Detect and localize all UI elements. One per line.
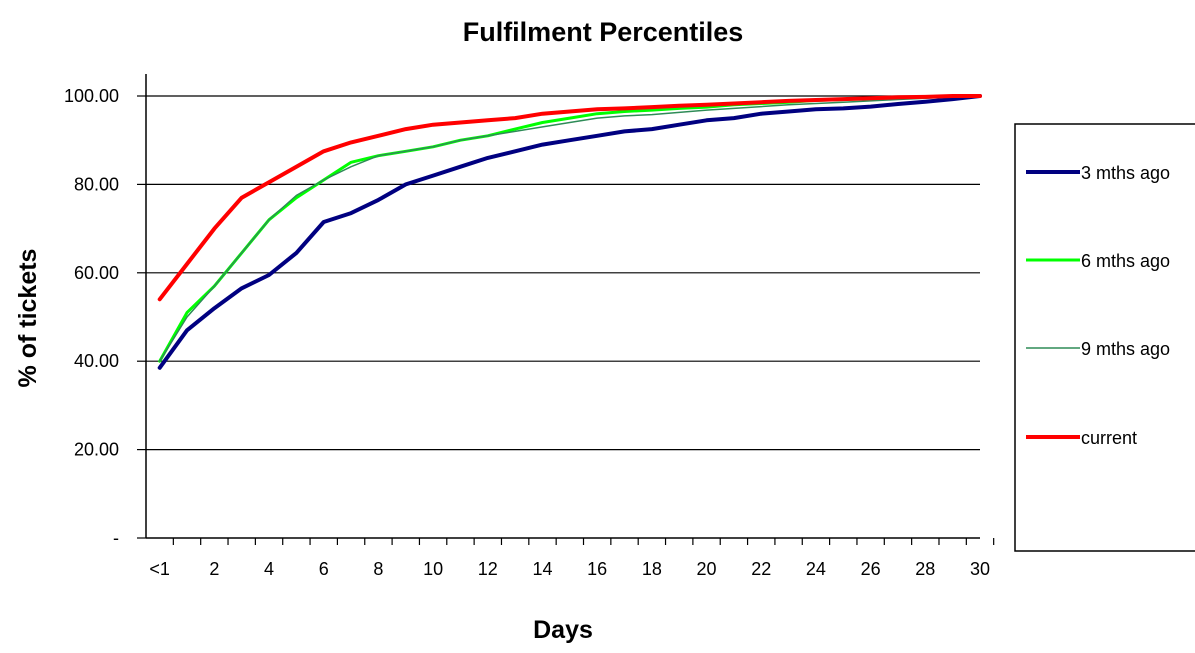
x-tick-label: 8 [373, 559, 383, 579]
chart-title: Fulfilment Percentiles [463, 17, 744, 47]
y-tick-label: 20.00 [74, 440, 119, 460]
y-axis-title: % of tickets [14, 249, 42, 388]
y-tick-label: 40.00 [74, 351, 119, 371]
y-tick-label: 60.00 [74, 263, 119, 283]
series-line-6-mths-ago [158, 94, 982, 363]
x-tick-label: 28 [915, 559, 935, 579]
axes [145, 74, 980, 539]
legend: 3 mths ago 6 mths ago 9 mths ago current [1014, 123, 1195, 552]
y-tick-label: 80.00 [74, 174, 119, 194]
legend-label: 3 mths ago [1081, 163, 1170, 183]
series-line-9-mths-ago [158, 95, 981, 362]
series-lines [157, 94, 982, 370]
legend-box [1014, 123, 1195, 552]
x-tick-label: 22 [751, 559, 771, 579]
y-tick-label: 100.00 [64, 86, 119, 106]
legend-label: current [1081, 428, 1137, 448]
x-tick-label: 16 [587, 559, 607, 579]
x-tick-label: <1 [149, 559, 170, 579]
x-tick-label: 18 [642, 559, 662, 579]
x-tick-label: 10 [423, 559, 443, 579]
x-tick-label: 14 [532, 559, 552, 579]
legend-label: 6 mths ago [1081, 251, 1170, 271]
legend-label: 9 mths ago [1081, 339, 1170, 359]
x-tick-label: 26 [861, 559, 881, 579]
x-axis-ticks: <1 2 4 6 8 10 12 14 16 18 20 22 24 26 28 30 [149, 538, 995, 579]
x-tick-label: 4 [264, 559, 274, 579]
series-line-3-mths-ago [157, 94, 982, 370]
x-tick-label: 24 [806, 559, 826, 579]
y-axis-ticks: - 20.00 40.00 60.00 80.00 100.00 [64, 86, 146, 548]
x-tick-label: 30 [970, 559, 990, 579]
gridlines [146, 95, 980, 451]
x-tick-label: 6 [319, 559, 329, 579]
series-line-current [157, 94, 982, 302]
x-axis-title: Days [533, 616, 593, 644]
x-tick-label: 20 [697, 559, 717, 579]
x-tick-label: 12 [478, 559, 498, 579]
y-tick-label: - [113, 528, 119, 548]
x-tick-label: 2 [209, 559, 219, 579]
